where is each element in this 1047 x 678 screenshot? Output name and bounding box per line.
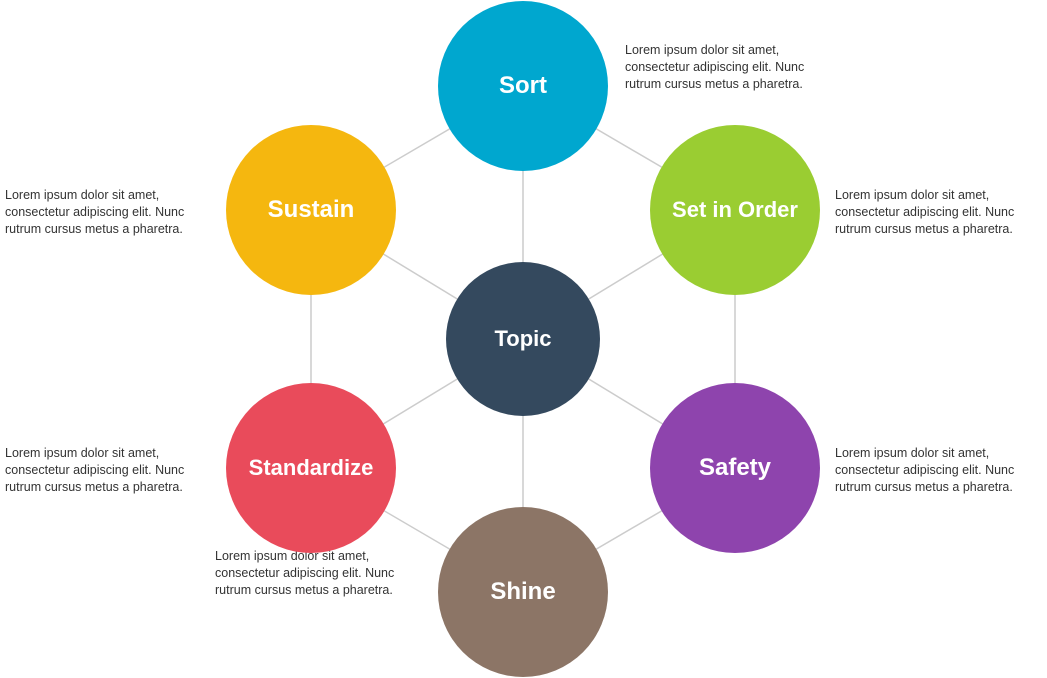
caption-safety: Lorem ipsum dolor sit amet, consectetur …	[835, 445, 1045, 496]
node-label: Sort	[493, 72, 553, 100]
node-label: Topic	[488, 326, 557, 351]
node-sustain: Sustain	[226, 125, 396, 295]
caption-standardize: Lorem ipsum dolor sit amet, consectetur …	[5, 445, 215, 496]
node-topic: Topic	[446, 262, 600, 416]
node-sort: Sort	[438, 1, 608, 171]
node-label: Shine	[484, 578, 561, 606]
node-label: Sustain	[262, 196, 361, 224]
node-shine: Shine	[438, 507, 608, 677]
caption-sort: Lorem ipsum dolor sit amet, consectetur …	[625, 42, 835, 93]
node-label: Standardize	[243, 455, 380, 480]
node-label: Set in Order	[666, 197, 804, 222]
node-set-in-order: Set in Order	[650, 125, 820, 295]
caption-shine: Lorem ipsum dolor sit amet, consectetur …	[215, 548, 425, 599]
caption-sustain: Lorem ipsum dolor sit amet, consectetur …	[5, 187, 215, 238]
node-label: Safety	[693, 454, 777, 482]
six-s-diagram: Topic Sort Lorem ipsum dolor sit amet, con…	[0, 0, 1047, 678]
node-safety: Safety	[650, 383, 820, 553]
node-standardize: Standardize	[226, 383, 396, 553]
caption-set-in-order: Lorem ipsum dolor sit amet, consectetur …	[835, 187, 1045, 238]
